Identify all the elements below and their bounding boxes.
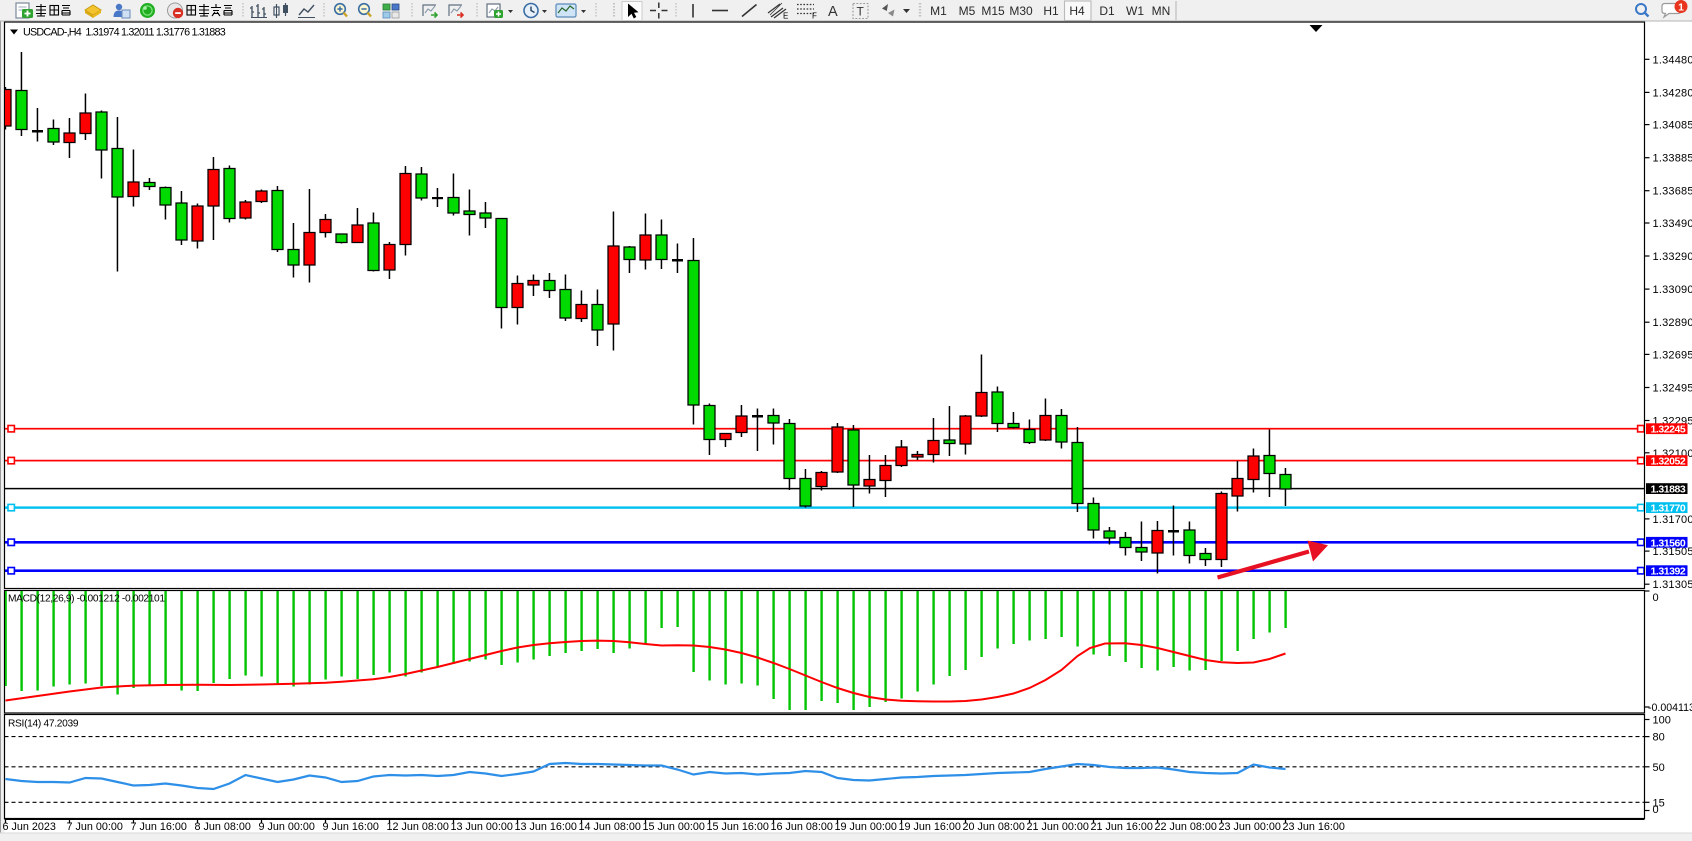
svg-text:F: F bbox=[812, 12, 817, 21]
svg-text:1.31505: 1.31505 bbox=[1653, 546, 1692, 558]
svg-text:MN: MN bbox=[1152, 4, 1171, 18]
svg-text:15: 15 bbox=[1653, 797, 1665, 809]
svg-text:16 Jun 08:00: 16 Jun 08:00 bbox=[771, 821, 833, 833]
svg-text:23 Jun 00:00: 23 Jun 00:00 bbox=[1219, 821, 1281, 833]
svg-text:1.33885: 1.33885 bbox=[1653, 153, 1692, 165]
svg-text:1.31883: 1.31883 bbox=[1651, 484, 1686, 496]
svg-text:1.32890: 1.32890 bbox=[1653, 317, 1692, 329]
svg-text:1.31770: 1.31770 bbox=[1651, 503, 1686, 515]
svg-text:1.32695: 1.32695 bbox=[1653, 349, 1692, 361]
svg-text:6 Jun 2023: 6 Jun 2023 bbox=[3, 821, 56, 833]
svg-text:14 Jun 08:00: 14 Jun 08:00 bbox=[579, 821, 641, 833]
svg-text:1.34480: 1.34480 bbox=[1653, 54, 1692, 66]
svg-text:12 Jun 08:00: 12 Jun 08:00 bbox=[387, 821, 449, 833]
svg-text:1.33290: 1.33290 bbox=[1653, 251, 1692, 263]
svg-text:19 Jun 16:00: 19 Jun 16:00 bbox=[899, 821, 961, 833]
svg-text:0: 0 bbox=[1653, 592, 1659, 604]
svg-text:USDCAD-,H4 1.31974 1.32011 1.: USDCAD-,H4 1.31974 1.32011 1.31776 1.318… bbox=[23, 27, 226, 39]
svg-text:0: 0 bbox=[1653, 804, 1659, 816]
svg-text:100: 100 bbox=[1653, 715, 1671, 727]
svg-text:13 Jun 00:00: 13 Jun 00:00 bbox=[451, 821, 513, 833]
svg-text:23 Jun 16:00: 23 Jun 16:00 bbox=[1283, 821, 1345, 833]
svg-text:1.32495: 1.32495 bbox=[1653, 383, 1692, 395]
svg-text:M5: M5 bbox=[959, 4, 976, 18]
svg-text:H4: H4 bbox=[1069, 4, 1085, 18]
svg-text:A: A bbox=[828, 4, 838, 20]
svg-text:9 Jun 16:00: 9 Jun 16:00 bbox=[323, 821, 379, 833]
svg-text:1.33490: 1.33490 bbox=[1653, 218, 1692, 230]
svg-text:1.32052: 1.32052 bbox=[1651, 456, 1686, 468]
svg-text:MACD(12,26,9) -0.001212 -0.002: MACD(12,26,9) -0.001212 -0.002101 bbox=[8, 594, 165, 605]
svg-text:15 Jun 16:00: 15 Jun 16:00 bbox=[707, 821, 769, 833]
svg-text:9 Jun 00:00: 9 Jun 00:00 bbox=[259, 821, 315, 833]
svg-text:7 Jun 16:00: 7 Jun 16:00 bbox=[131, 821, 187, 833]
svg-text:1.33685: 1.33685 bbox=[1653, 186, 1692, 198]
svg-text:M1: M1 bbox=[930, 4, 947, 18]
svg-text:13 Jun 16:00: 13 Jun 16:00 bbox=[515, 821, 577, 833]
svg-text:22 Jun 08:00: 22 Jun 08:00 bbox=[1155, 821, 1217, 833]
svg-text:H1: H1 bbox=[1043, 4, 1059, 18]
svg-text:1.31392: 1.31392 bbox=[1651, 566, 1686, 578]
svg-text:19 Jun 00:00: 19 Jun 00:00 bbox=[835, 821, 897, 833]
svg-text:1: 1 bbox=[1678, 2, 1684, 14]
svg-text:80: 80 bbox=[1653, 732, 1665, 744]
svg-text:T: T bbox=[857, 5, 865, 19]
svg-text:15 Jun 00:00: 15 Jun 00:00 bbox=[643, 821, 705, 833]
svg-text:1.31700: 1.31700 bbox=[1653, 514, 1692, 526]
svg-text:1.34085: 1.34085 bbox=[1653, 120, 1692, 132]
svg-text:E: E bbox=[783, 12, 788, 21]
svg-text:M30: M30 bbox=[1009, 4, 1033, 18]
svg-text:1.33090: 1.33090 bbox=[1653, 284, 1692, 296]
svg-text:1.31560: 1.31560 bbox=[1651, 537, 1686, 549]
svg-text:7 Jun 00:00: 7 Jun 00:00 bbox=[67, 821, 123, 833]
svg-text:1.31305: 1.31305 bbox=[1653, 579, 1692, 591]
svg-text:21 Jun 16:00: 21 Jun 16:00 bbox=[1091, 821, 1153, 833]
svg-text:21 Jun 00:00: 21 Jun 00:00 bbox=[1027, 821, 1089, 833]
svg-text:W1: W1 bbox=[1126, 4, 1144, 18]
svg-text:8 Jun 08:00: 8 Jun 08:00 bbox=[195, 821, 251, 833]
svg-text:1.32245: 1.32245 bbox=[1651, 424, 1686, 436]
svg-text:1.34280: 1.34280 bbox=[1653, 87, 1692, 99]
svg-text:-0.004113: -0.004113 bbox=[1648, 702, 1692, 714]
svg-text:M15: M15 bbox=[981, 4, 1005, 18]
svg-text:D1: D1 bbox=[1099, 4, 1115, 18]
svg-text:20 Jun 08:00: 20 Jun 08:00 bbox=[963, 821, 1025, 833]
svg-text:RSI(14) 47.2039: RSI(14) 47.2039 bbox=[8, 719, 79, 730]
svg-text:50: 50 bbox=[1653, 762, 1665, 774]
